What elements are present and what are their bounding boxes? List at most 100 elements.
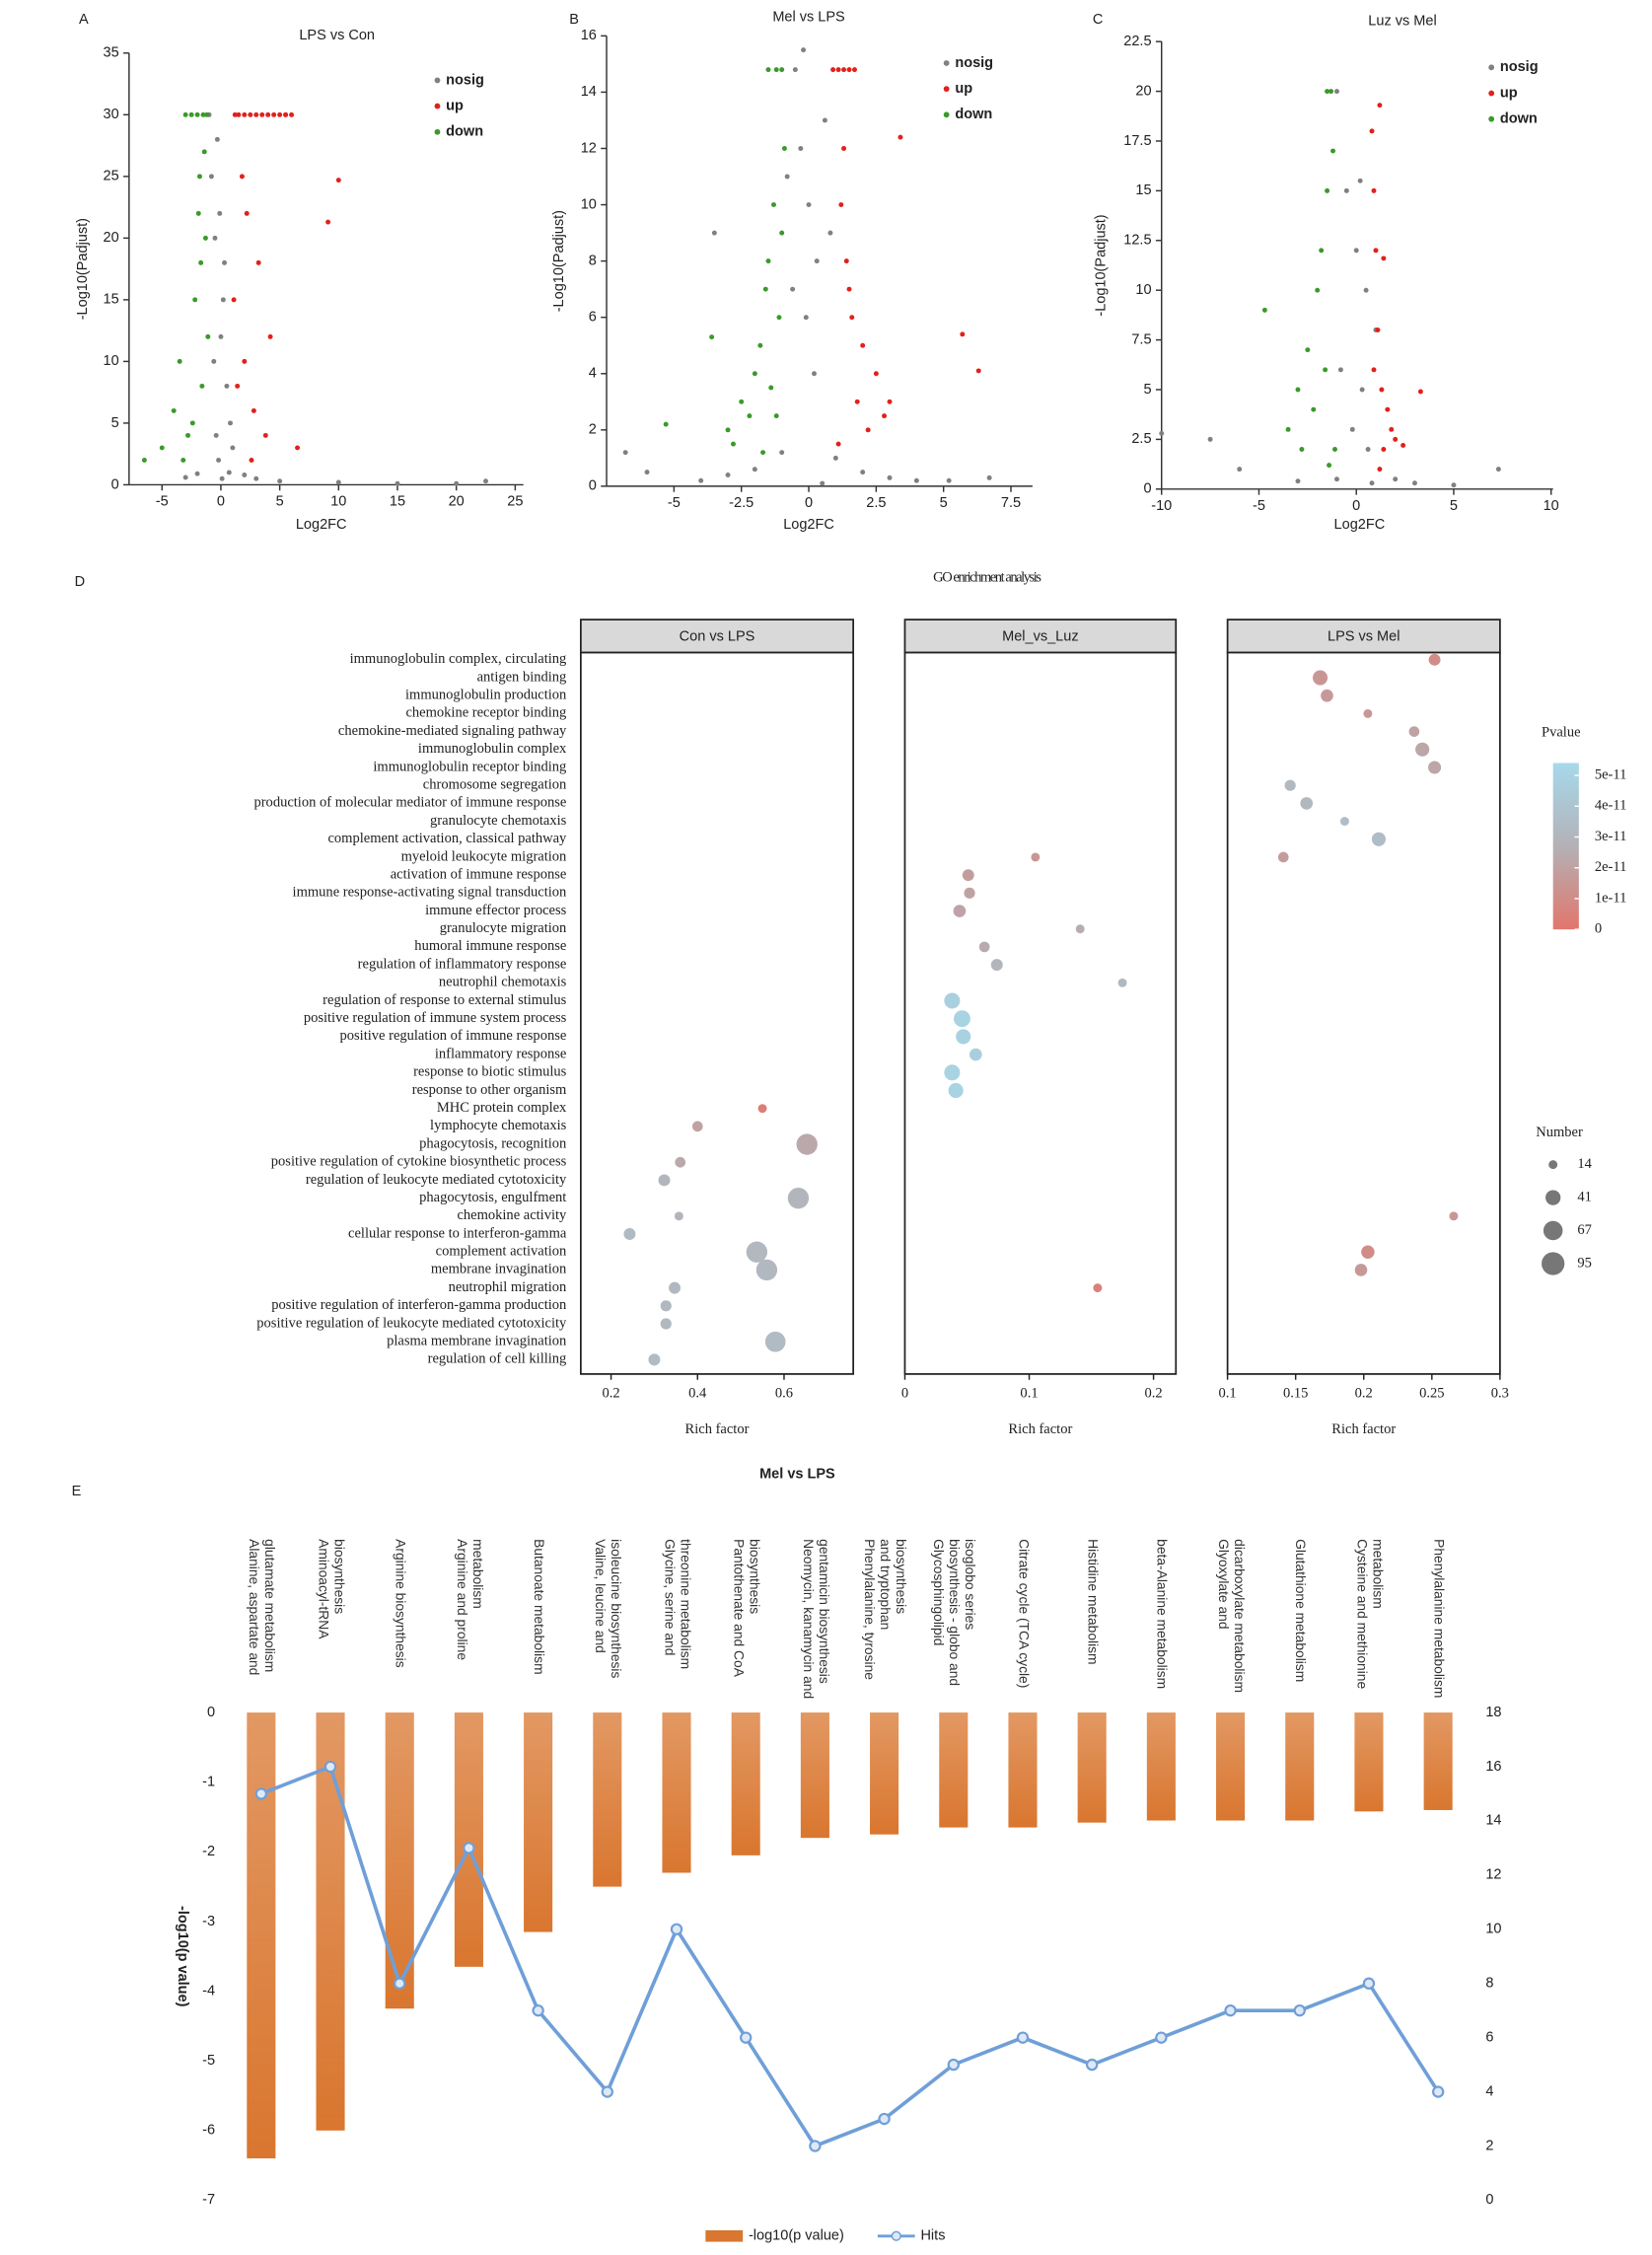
legend-marker [943,86,950,93]
point [803,315,809,321]
point [295,445,301,451]
x-tick-label: 5 [1450,498,1458,514]
line-marker [1293,2003,1306,2017]
legend-marker [891,2230,901,2241]
point [235,383,241,389]
point [1381,447,1387,452]
category-label: membrane invagination [431,1262,567,1277]
point [242,358,248,364]
point [395,480,400,486]
point [1333,476,1339,482]
facet-panel [579,651,854,1375]
size-legend-label: 14 [1577,1156,1592,1172]
y-tick-label: 20 [1135,83,1151,99]
size-legend-label: 41 [1577,1189,1592,1204]
x-tick-label: 10 [1544,498,1559,514]
x-tick-label: 0 [217,494,225,510]
y-tick-label: 20 [104,230,119,246]
x-tick-label: 25 [507,494,523,510]
point [267,333,273,339]
x-tick-label: 0.1 [1020,1386,1038,1402]
category-label: Glyoxylate and dicarboxylate metabolism [1214,1539,1247,1693]
point [335,178,341,183]
dot [1284,779,1296,791]
chart-title: LPS vs Con [299,28,375,43]
point [812,371,817,377]
category-label: response to other organism [412,1082,567,1098]
legend-label: down [955,107,992,122]
y2-tick-label: 18 [1485,1705,1501,1720]
point [852,67,857,73]
point [211,358,217,364]
point [236,111,242,117]
line-marker [947,2058,960,2072]
dot [623,1228,636,1240]
point [765,67,771,73]
y-tick-label: 12 [581,140,597,156]
y2-tick-label: 8 [1485,1976,1493,1992]
point [773,67,779,73]
dot [755,1259,778,1281]
y-tick-label: 0 [111,476,119,492]
y-axis-label: -log10(p value) [175,1906,190,2007]
y2-tick-label: 4 [1485,2083,1493,2099]
point [1295,387,1301,393]
point [725,473,731,477]
dot [964,887,975,899]
point [1371,367,1377,373]
y2-tick-label: 10 [1485,1922,1501,1937]
dot [1339,817,1349,827]
point [1325,187,1330,193]
category-label: complement activation [436,1244,567,1260]
point [1377,467,1383,473]
point [231,297,237,303]
dot [956,1029,971,1045]
point [1329,89,1334,95]
dot [1363,708,1373,718]
dot [746,1241,768,1263]
x-tick-label: -10 [1151,498,1172,514]
category-label: humoral immune response [414,938,566,954]
point [784,174,790,180]
y2-tick-label: 6 [1485,2029,1493,2045]
category-label: lymphocyte chemotaxis [430,1118,567,1133]
category-label: positive regulation of cytokine biosynth… [271,1154,567,1170]
category-label: Phenylalanine, tyrosine and tryptophan b… [860,1539,908,1680]
size-legend-dot [1545,1190,1561,1205]
y-tick-label: 25 [104,169,119,184]
point [1389,426,1395,432]
dot [1117,978,1127,987]
point [781,146,787,151]
category-label: beta-Alanine metabolism [1153,1539,1170,1690]
y-tick-label: 10 [1135,282,1151,298]
category-label: Phenylalanine metabolism [1430,1539,1447,1699]
point [1393,436,1399,442]
point [283,111,289,117]
point [752,371,757,377]
point [846,67,852,73]
legend-label: up [955,81,972,97]
legend-label: down [1500,111,1538,127]
point [1411,480,1417,486]
y-tick-label: -1 [202,1775,215,1790]
point [773,413,779,419]
point [249,457,254,463]
line-marker [254,1787,268,1800]
point [248,111,253,117]
point [806,202,812,208]
dot [675,1156,686,1168]
x-tick-label: 0.1 [1219,1386,1237,1402]
point [335,479,341,485]
x-tick-label: 0 [901,1386,908,1402]
point [986,474,992,480]
chart-title: Luz vs Mel [1368,14,1436,30]
point [711,230,717,236]
point [841,67,847,73]
point [244,210,250,216]
point [960,331,966,337]
x-tick-label: 0.2 [1355,1386,1373,1402]
bar [316,1712,345,2131]
point [194,111,200,117]
point [822,117,827,123]
legend-marker [1488,115,1495,122]
